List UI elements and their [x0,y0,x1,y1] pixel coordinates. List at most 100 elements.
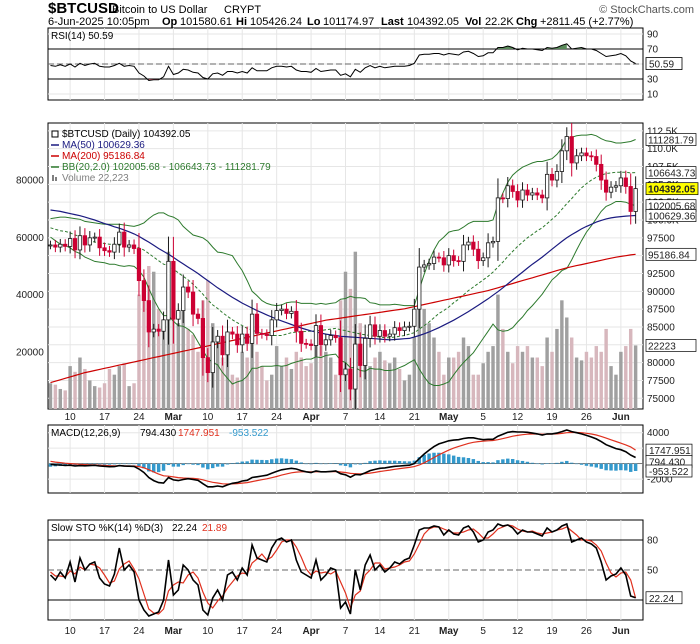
macd-histogram-bar [156,463,161,473]
volume-bar [614,374,618,409]
macd-histogram-bar [461,457,466,464]
price-value-labels: 111281.79 106643.73 104392.05 102005.681006… [645,133,699,352]
candle-body [136,248,142,282]
volume-bar [171,294,176,409]
macd-histogram-bar [181,463,185,466]
candle-body [589,155,594,158]
candle-body [230,331,235,335]
volume-bar [486,351,490,409]
candle-body [623,177,628,187]
price-value-label: 100629.36 [648,212,696,223]
volume-bar [68,366,72,409]
volume-bar [161,323,166,409]
candle-body [117,231,122,245]
volume-bar [270,374,274,409]
candle-body [210,341,215,374]
ma50-line [50,209,636,341]
macd-histogram-bar [166,463,171,466]
price-value-box [645,182,699,196]
price-value-box [645,133,697,146]
macd-histogram-bar [260,459,264,464]
candle-body [608,186,614,193]
macd-value-label: 794.430 [649,457,686,468]
macd-histogram-bar [348,463,353,468]
x-bottom-tick-label: 10 [65,626,77,637]
macd-histogram-bar [378,460,382,464]
volume-bar [176,323,181,409]
candle-body [82,235,88,246]
candle-body [151,328,156,333]
macd-histogram-bar [456,456,461,464]
x-bottom-tick-label: 5 [480,626,486,637]
macd-histogram-bar [486,462,490,464]
rsi-plot [50,43,636,82]
macd-histogram-bar [265,460,269,464]
volume-tick-label: 60000 [16,233,44,244]
last-label: Last [381,16,404,28]
legend-marker-bar [52,175,54,181]
macd-histogram-bar [343,463,348,466]
macd-histogram-bar [501,459,505,464]
volume-bar [604,328,608,409]
volume-tick-label: 20000 [16,347,44,358]
macd-histogram-bar [196,463,200,466]
volume-bar [309,363,313,409]
macd-histogram-bar [594,463,599,468]
macd-histogram-bar [550,463,554,464]
sto-value-labels: 22.24 [645,591,683,605]
rsi-grid [48,28,643,100]
volume-bar [491,346,495,409]
volume-bar [383,360,387,409]
macd-histogram-bar [466,457,471,464]
candle-body [436,256,442,259]
x-top-tick-label: Apr [302,412,319,423]
macd-histogram-bar [417,457,421,464]
candle-body [490,240,496,244]
volume-bar [442,374,446,409]
macd-histogram-bar [171,463,176,467]
volume-bar [319,346,323,409]
candle-body [215,335,220,343]
volume-bar [181,308,185,409]
macd-histogram-bar [560,461,564,464]
macd-histogram-bar [186,463,190,465]
volume-bar [456,351,461,409]
x-top-tick-label: May [439,412,459,423]
candle-body [358,343,363,366]
macd-histogram-bar [132,463,136,465]
macd-histogram-bar [535,463,539,465]
volume-bar [215,337,220,409]
volume-bar [142,280,146,409]
macd-histogram-bar [122,463,126,465]
macd-histogram-bar [176,463,181,467]
candle-body [308,343,314,346]
x-top-tick-label: 21 [409,412,421,423]
macd-title-macd: 794.430 [140,428,177,439]
macd-title-hist: -953.522 [229,428,269,439]
macd-histogram-bar [388,460,392,464]
sto-k-line [49,522,636,617]
volume-bar [432,337,436,409]
macd-histogram-bar [112,463,117,465]
macd-value-box [645,464,693,478]
macd-histogram-bar [451,455,456,464]
x-axis-top: 10 17 24 Mar 10 17 24 Apr 7 14 21 May 5 12 19 26 Jun [65,412,630,423]
volume-bar [206,280,210,409]
macd-histogram-bar [117,463,122,464]
macd-histogram-bar [97,463,102,465]
macd-histogram-bar [304,463,308,465]
volume-bar [53,384,58,409]
volume-bar [496,294,500,409]
macd-histogram-bar [338,463,343,466]
volume-bar [412,337,417,409]
sto-title-k: 22.24 [172,523,197,534]
candle-body [318,325,324,346]
macd-histogram-bar [309,463,313,465]
candle-body [505,185,510,200]
bb-upper-line [50,133,636,307]
macd-histogram-bar [220,463,225,467]
macd-title-signal: 1747.951 [178,428,220,439]
candle-body [156,328,161,332]
